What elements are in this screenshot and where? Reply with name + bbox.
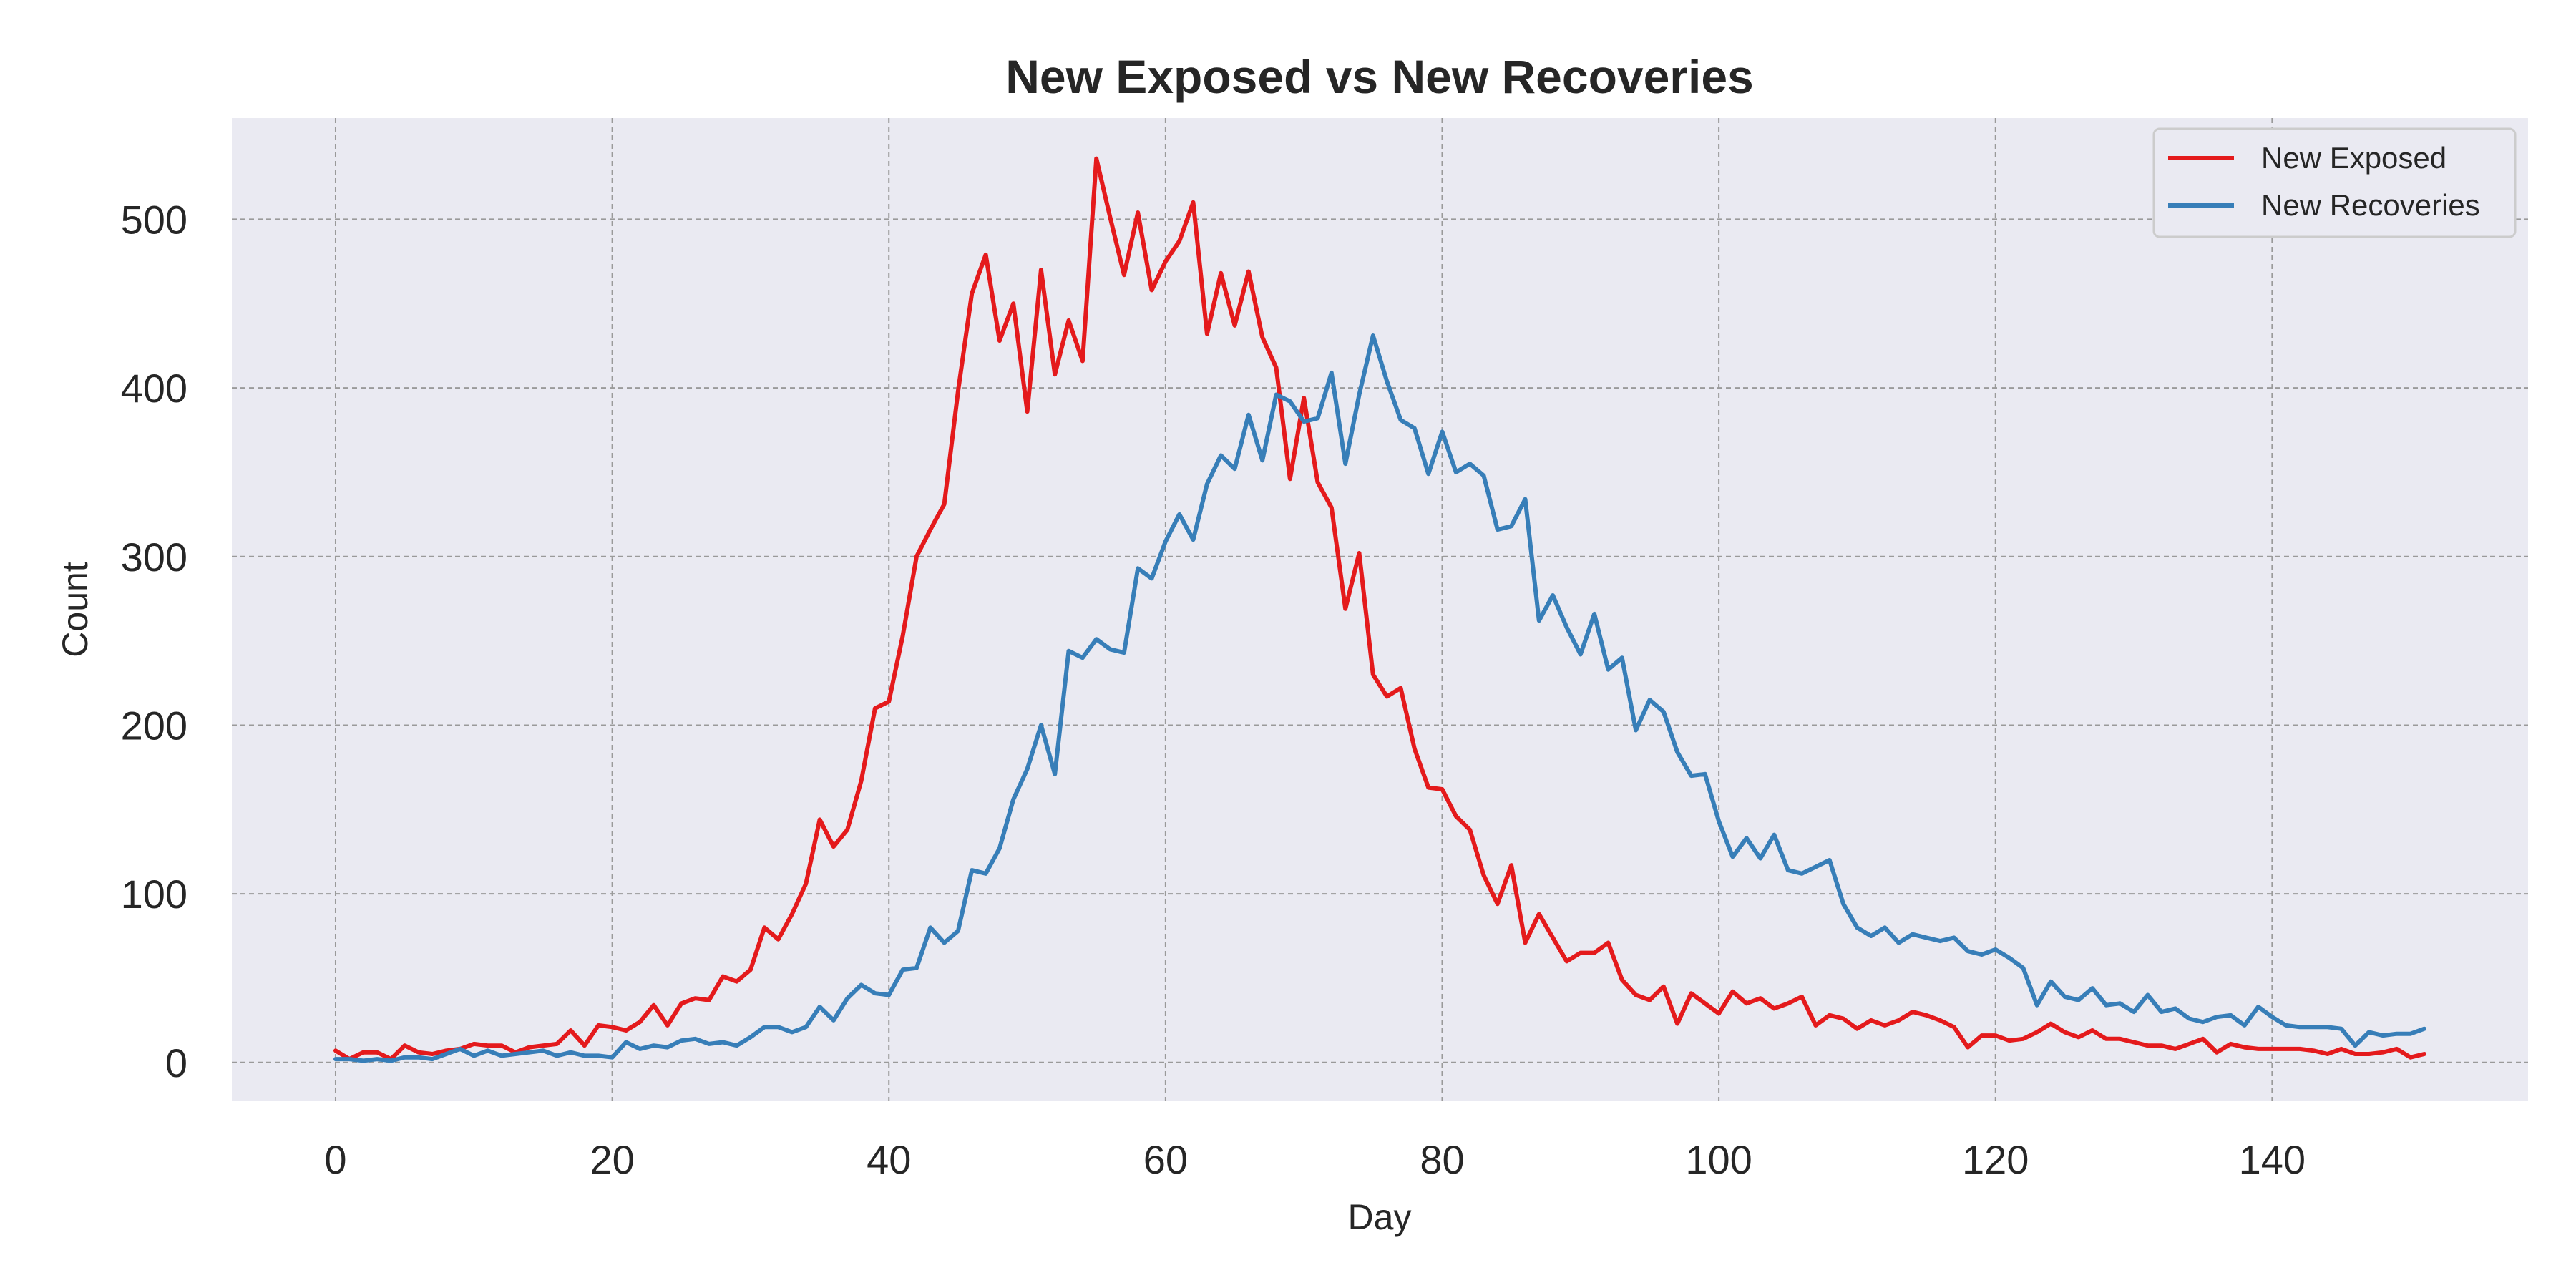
y-tick-label: 300 — [121, 535, 187, 580]
grid — [232, 118, 2528, 1101]
plot-area — [232, 118, 2528, 1101]
series-line-new-exposed — [333, 156, 2426, 1062]
x-axis-label: Day — [1348, 1197, 1412, 1237]
legend: New Exposed New Recoveries — [2152, 127, 2517, 238]
x-tick-label: 40 — [867, 1137, 911, 1182]
y-tick-label: 500 — [121, 197, 187, 242]
legend-label-new-exposed: New Exposed — [2261, 141, 2446, 175]
y-axis-label: Count — [55, 562, 95, 658]
x-tick-label: 140 — [2239, 1137, 2306, 1182]
x-tick-label: 100 — [1685, 1137, 1752, 1182]
chart-title: New Exposed vs New Recoveries — [1005, 50, 1754, 103]
y-tick-label: 100 — [121, 872, 187, 917]
x-axis: 0 20 40 60 80 100 120 140 — [324, 1137, 2306, 1182]
legend-label-new-recoveries: New Recoveries — [2261, 188, 2480, 222]
y-tick-label: 0 — [165, 1040, 187, 1085]
x-tick-label: 60 — [1143, 1137, 1188, 1182]
y-axis: 0 100 200 300 400 500 — [121, 197, 187, 1085]
x-tick-label: 0 — [324, 1137, 346, 1182]
y-tick-label: 400 — [121, 366, 187, 411]
x-tick-label: 20 — [590, 1137, 634, 1182]
x-tick-label: 80 — [1420, 1137, 1464, 1182]
series-line-new-recoveries — [333, 333, 2426, 1063]
legend-frame — [2152, 127, 2517, 238]
series-layer — [333, 156, 2426, 1063]
y-tick-label: 200 — [121, 703, 187, 748]
x-tick-label: 120 — [1962, 1137, 2029, 1182]
